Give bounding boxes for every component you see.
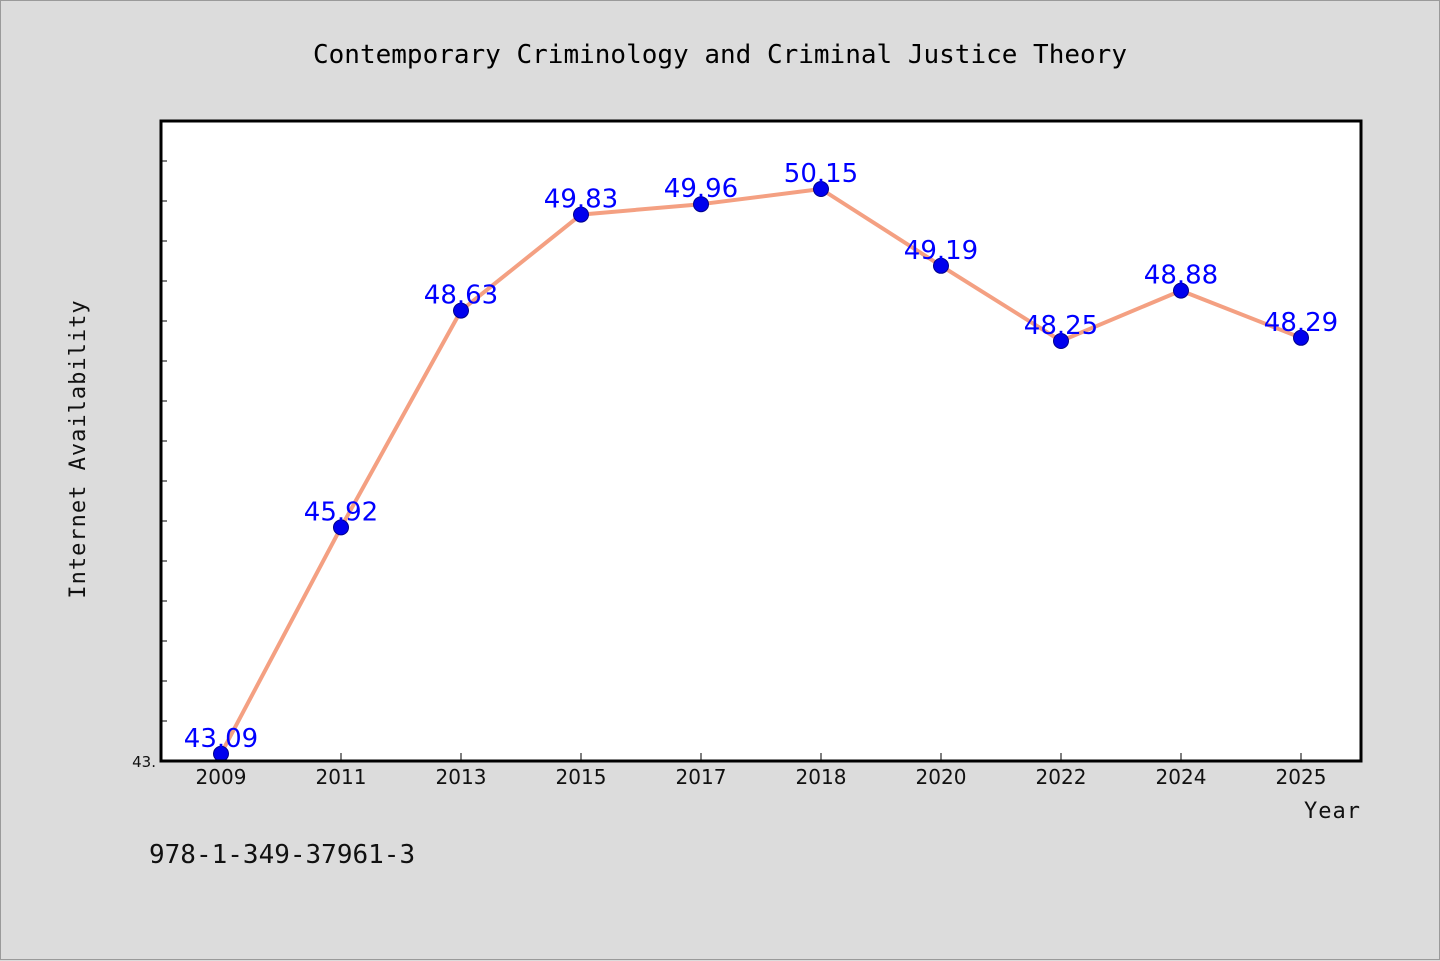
x-tick-label: 2024 bbox=[1156, 765, 1207, 789]
x-tick-label: 2025 bbox=[1276, 765, 1327, 789]
series-layer bbox=[213, 181, 1309, 762]
x-tick-label: 2018 bbox=[796, 765, 847, 789]
x-axis-label: Year bbox=[1304, 799, 1361, 824]
x-tick-label: 2017 bbox=[676, 765, 727, 789]
x-tick-label: 2011 bbox=[316, 765, 367, 789]
data-point bbox=[1293, 329, 1309, 346]
x-tick-label: 2022 bbox=[1036, 765, 1087, 789]
data-labels: 43.09 45.92 48.63 49.83 49.96 50.15 49.19 48.25… bbox=[184, 159, 1338, 754]
x-tick-label: 2013 bbox=[436, 765, 487, 789]
data-label: 49.96 bbox=[664, 174, 738, 204]
data-label: 48.63 bbox=[424, 281, 498, 311]
x-axis-ticks: 2009 2011 2013 2015 2017 2018 2020 2022 2024 2025 bbox=[196, 753, 1327, 789]
x-tick-label: 2015 bbox=[556, 765, 607, 789]
data-point bbox=[1173, 282, 1189, 299]
isbn-text: 978-1-349-37961-3 bbox=[149, 840, 415, 870]
data-label: 50.15 bbox=[784, 159, 858, 189]
y-tick-label: 43. bbox=[132, 753, 156, 771]
data-label: 49.19 bbox=[904, 236, 978, 266]
data-point bbox=[453, 302, 469, 319]
data-point bbox=[933, 257, 949, 274]
data-point bbox=[1053, 333, 1069, 349]
data-point bbox=[813, 181, 829, 197]
data-label: 48.88 bbox=[1144, 261, 1218, 291]
data-label: 48.25 bbox=[1024, 311, 1098, 341]
y-axis-label: Internet Availability bbox=[66, 299, 91, 598]
data-point bbox=[573, 206, 589, 223]
data-label: 45.92 bbox=[304, 497, 378, 527]
chart-title: Contemporary Criminology and Criminal Ju… bbox=[313, 40, 1127, 70]
data-label: 49.83 bbox=[544, 185, 618, 215]
data-point bbox=[333, 519, 349, 536]
series-line bbox=[219, 187, 1303, 756]
x-tick-label: 2020 bbox=[916, 765, 967, 789]
x-tick-label: 2009 bbox=[196, 765, 247, 789]
data-point bbox=[693, 196, 709, 213]
plot-border bbox=[159, 119, 1363, 763]
plot-area bbox=[161, 121, 1361, 761]
data-label: 48.29 bbox=[1264, 308, 1338, 338]
data-label: 43.09 bbox=[184, 724, 258, 754]
